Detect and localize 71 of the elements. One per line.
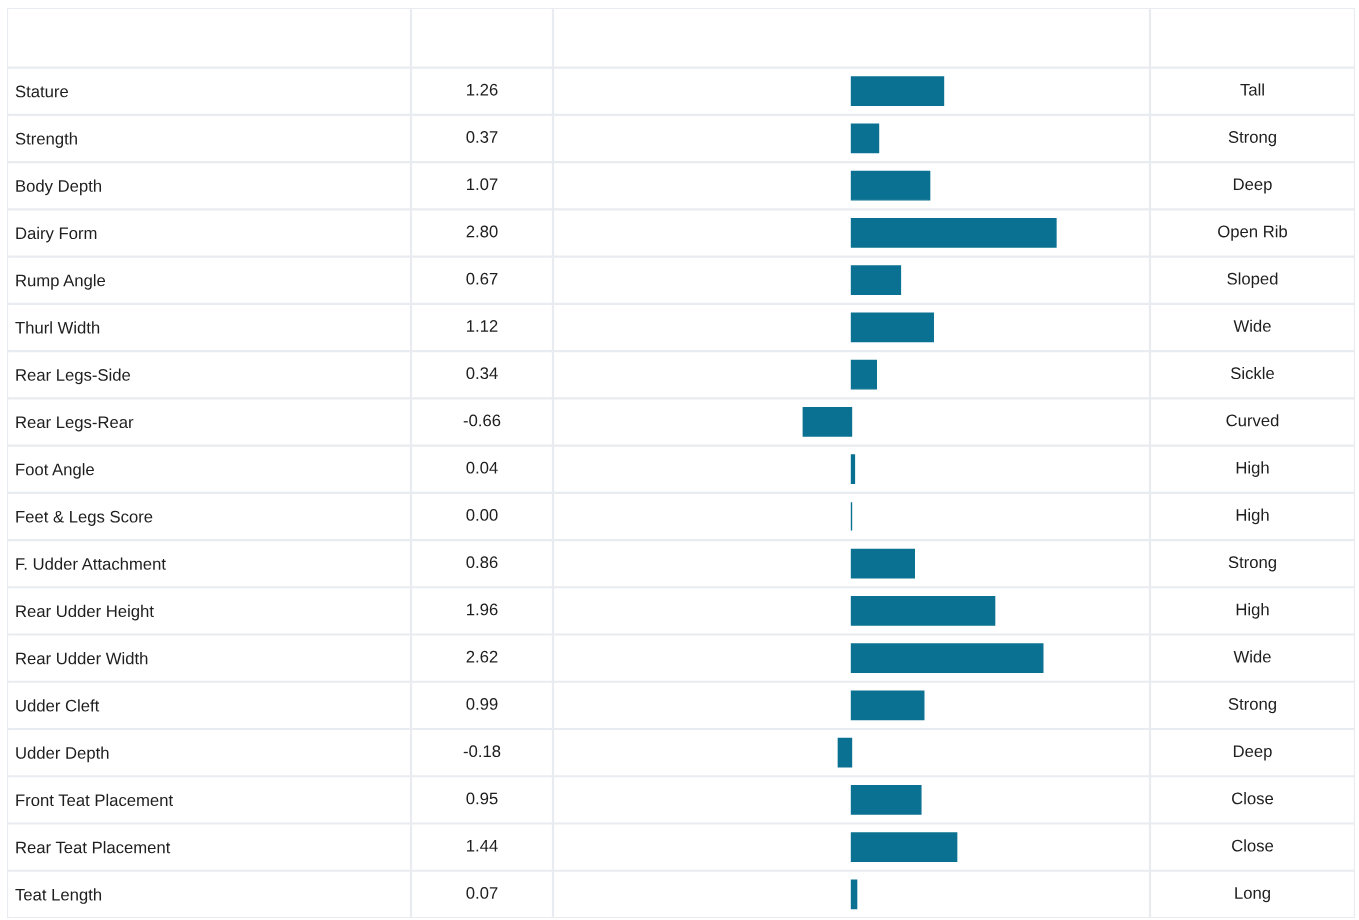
y2-tick-label: High (1236, 508, 1269, 525)
y2-tick-label: Sloped (1227, 272, 1278, 288)
data-label: 1.07 (467, 178, 498, 191)
data-label: 0.07 (466, 887, 498, 899)
bar (850, 454, 856, 485)
y2-tick-label: Open Rib (1218, 225, 1288, 241)
data-label: 1.44 (467, 839, 498, 852)
y-tick-label: Rear Udder Width (16, 652, 148, 665)
data-label: 0.04 (466, 461, 498, 474)
bar (850, 690, 925, 721)
y2-tick-label: Deep (1233, 745, 1272, 761)
data-label: 0.86 (466, 556, 498, 569)
y2-tick-label: Sickle (1231, 366, 1274, 380)
y2-tick-label: Wide (1233, 650, 1271, 663)
y2-tick-label: Strong (1228, 131, 1276, 147)
y2-tick-label: High (1236, 461, 1269, 477)
y-tick-label: Rear Udder Height (16, 604, 154, 621)
data-label: 0.00 (466, 509, 498, 521)
data-label: 0.95 (466, 792, 498, 805)
bar (850, 76, 945, 107)
y-tick-label: Front Teat Placement (16, 793, 173, 807)
y-tick-label: Udder Cleft (16, 699, 100, 712)
y-tick-label: Teat Length (15, 888, 102, 904)
bar (802, 407, 853, 437)
y-tick-label: Rear Teat Placement (16, 841, 171, 854)
data-label: 0.67 (466, 272, 498, 285)
data-label: -0.18 (463, 745, 501, 758)
data-label: 2.80 (466, 225, 498, 238)
y-tick-label: Stature (15, 85, 68, 98)
y2-tick-label: Strong (1228, 556, 1276, 572)
bar (850, 548, 915, 579)
y2-tick-label: Long (1235, 887, 1270, 903)
y-tick-label: Dairy Form (16, 226, 97, 243)
data-label: 1.12 (467, 320, 498, 332)
bar (850, 596, 996, 626)
y2-tick-label: Wide (1233, 319, 1271, 332)
y-tick-label: Feet & Legs Score (16, 510, 153, 526)
y-tick-label: Strength (15, 132, 77, 148)
y-tick-label: Rear Legs-Side (16, 368, 131, 385)
bar (850, 832, 958, 862)
y2-tick-label: Tall (1240, 83, 1264, 96)
bar (850, 359, 878, 390)
y-tick-label: Thurl Width (15, 321, 100, 334)
data-label: 1.26 (467, 83, 498, 96)
y2-tick-label: Close (1232, 792, 1274, 805)
bar (850, 265, 902, 296)
data-label: 0.34 (466, 367, 498, 380)
data-label: -0.66 (463, 414, 501, 427)
bar (850, 643, 1044, 674)
y2-tick-label: Strong (1228, 698, 1276, 714)
y-tick-label: Body Depth (16, 179, 102, 196)
y2-tick-label: Curved (1226, 414, 1279, 427)
y-tick-label: Rump Angle (16, 274, 106, 290)
bar (837, 737, 853, 768)
data-label: 0.37 (466, 131, 498, 143)
y2-tick-label: Deep (1233, 178, 1272, 194)
y-tick-label: Udder Depth (16, 746, 109, 763)
y-tick-label: Foot Angle (16, 463, 94, 479)
y-tick-label: Rear Legs-Rear (16, 416, 134, 432)
bar (850, 170, 931, 201)
bar (850, 218, 1057, 248)
bar (850, 123, 880, 154)
data-label: 0.99 (466, 698, 498, 710)
data-label: 2.62 (466, 650, 498, 663)
bar (850, 879, 858, 910)
y2-tick-label: Close (1232, 839, 1274, 852)
bar (850, 785, 922, 815)
y2-tick-label: High (1236, 603, 1269, 619)
data-label: 1.96 (467, 603, 498, 616)
bar (850, 312, 934, 343)
y-tick-label: F. Udder Attachment (16, 557, 166, 570)
